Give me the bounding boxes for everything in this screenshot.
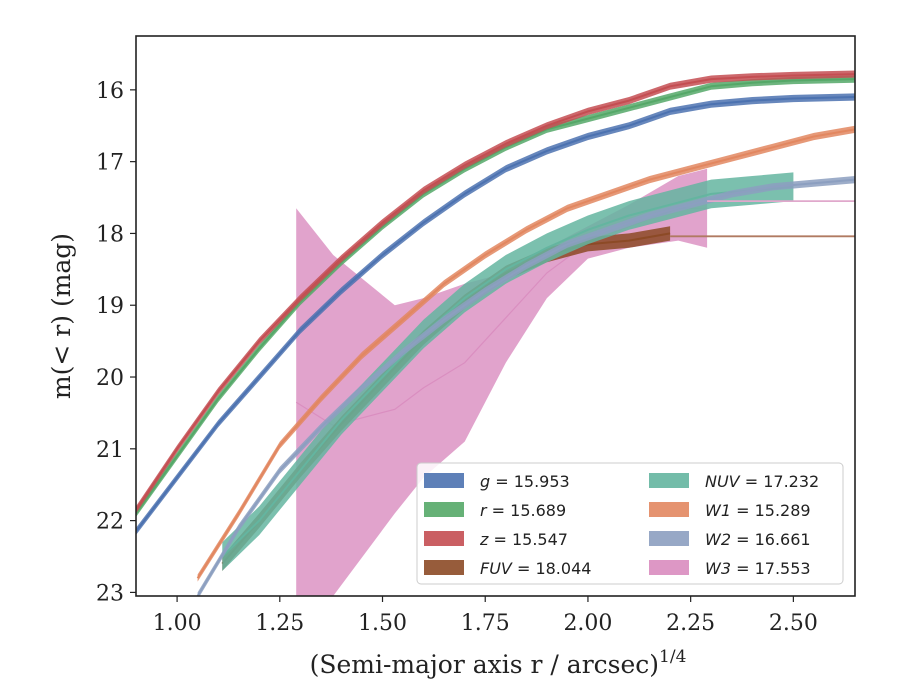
legend-item-w3-swatch (649, 560, 689, 575)
x-tick-label: 2.50 (769, 611, 818, 636)
legend-item-w1-swatch (649, 502, 689, 517)
legend-item-w2-label: W2 = 16.661 (705, 530, 811, 549)
x-tick-label: 1.50 (358, 611, 407, 636)
y-tick-label: 19 (96, 294, 124, 319)
legend-item-z-label: z = 15.547 (479, 530, 568, 549)
plot-frame (135, 35, 856, 597)
y-axis: 16 17 18 19 20 21 22 23 (96, 79, 136, 606)
y-tick-label: 23 (96, 581, 124, 606)
series-w3-band (296, 168, 708, 596)
y-tick-label: 22 (96, 510, 124, 535)
x-axis-label: (Semi-major axis r / arcsec)1/4 (310, 647, 687, 679)
legend-item-r-label: r = 15.689 (480, 501, 566, 520)
chart-marks (136, 70, 855, 596)
legend-item-fuv-swatch (424, 560, 464, 575)
series-z-line (136, 73, 855, 511)
y-tick-label: 17 (96, 151, 124, 176)
y-tick-label: 16 (96, 79, 124, 104)
legend-item-g-swatch (424, 473, 464, 488)
legend-item-r-swatch (424, 502, 464, 517)
x-tick-label: 1.25 (255, 611, 304, 636)
x-tick-label: 2.00 (563, 611, 612, 636)
legend-item-nuv-swatch (649, 473, 689, 488)
y-tick-label: 20 (96, 366, 124, 391)
legend-item-w1-label: W1 = 15.289 (705, 501, 811, 520)
x-axis: 1.00 1.25 1.50 1.75 2.00 2.25 2.50 (153, 596, 818, 636)
legend-item-g-label: g = 15.953 (480, 472, 570, 491)
legend-item-nuv-label: NUV = 17.232 (705, 472, 819, 491)
y-axis-label: m(< r) (mag) (47, 233, 76, 399)
legend-item-z-swatch (424, 531, 464, 546)
legend-item-fuv-label: FUV = 18.044 (480, 559, 591, 578)
series-nuv-line (221, 185, 794, 558)
legend: g = 15.953 r = 15.689 z = 15.547 FUV = 18.0… (416, 462, 844, 585)
legend-frame (416, 462, 844, 585)
legend-item-w2-swatch (649, 531, 689, 546)
x-tick-label: 2.25 (666, 611, 715, 636)
x-tick-label: 1.75 (461, 611, 510, 636)
x-tick-label: 1.00 (153, 611, 202, 636)
x-axis-label-text: (Semi-major axis r / arcsec) (310, 650, 659, 679)
series-g-line (136, 96, 855, 533)
series-w1-line (196, 128, 855, 579)
legend-item-w3-label: W3 = 17.553 (705, 559, 811, 578)
x-axis-label-exponent: 1/4 (659, 647, 686, 667)
y-tick-label: 18 (96, 222, 124, 247)
y-tick-label: 21 (96, 438, 124, 463)
series-w2-line (196, 178, 855, 596)
